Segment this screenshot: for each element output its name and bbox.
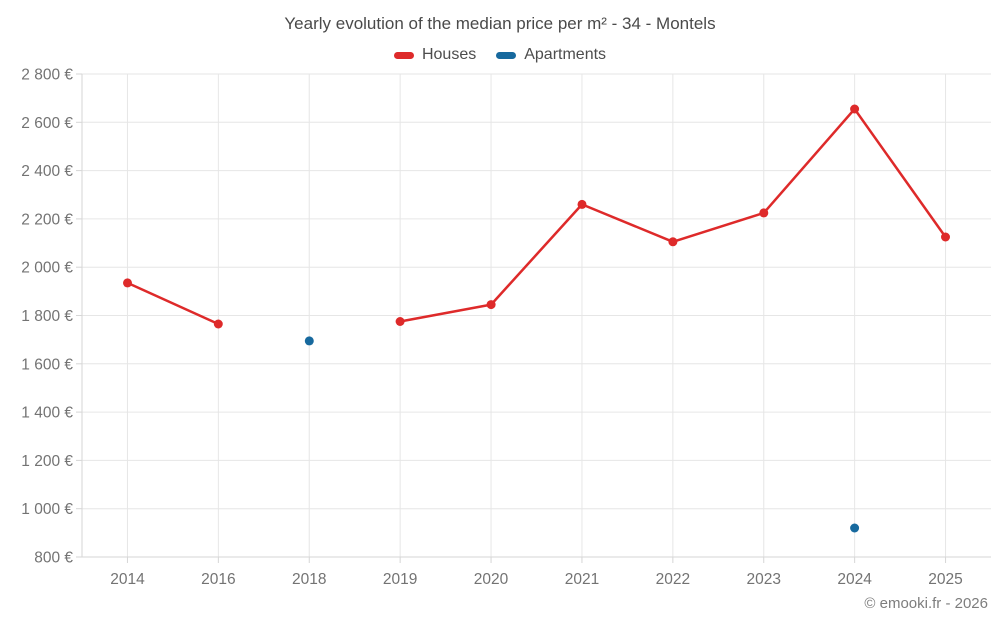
point-houses-2022[interactable] — [668, 237, 678, 247]
copyright: © emooki.fr - 2026 — [864, 595, 988, 612]
point-houses-2020[interactable] — [486, 300, 496, 310]
point-houses-2016[interactable] — [213, 319, 223, 329]
y-axis-label: 2 000 € — [21, 260, 73, 277]
point-apartments-2018[interactable] — [304, 336, 314, 346]
legend-label-apartments: Apartments — [524, 46, 607, 63]
point-houses-2023[interactable] — [759, 208, 769, 218]
y-axis-label: 1 400 € — [21, 405, 73, 422]
series-line-houses — [126, 107, 947, 326]
y-axis-label: 1 200 € — [21, 453, 73, 470]
x-axis-label: 2020 — [474, 571, 509, 588]
y-axis-label: 2 400 € — [21, 163, 73, 180]
legend-item-apartments[interactable]: Apartments — [496, 46, 606, 64]
chart-title: Yearly evolution of the median price per… — [284, 14, 716, 33]
legend: Houses Apartments — [0, 46, 1000, 64]
point-houses-2014[interactable] — [123, 278, 132, 288]
x-axis-label: 2025 — [928, 571, 962, 588]
legend-item-houses[interactable]: Houses — [393, 46, 477, 64]
y-axis-label: 2 800 € — [21, 67, 73, 84]
y-axis-label: 800 € — [34, 550, 73, 567]
apartments-series-swatch-icon — [496, 51, 517, 59]
legend-label-houses: Houses — [421, 46, 477, 63]
y-axis-label: 2 200 € — [21, 211, 73, 228]
y-axis-label: 1 800 € — [21, 308, 73, 325]
point-houses-2025[interactable] — [941, 232, 950, 242]
x-axis-label: 2023 — [747, 571, 781, 588]
x-axis-label: 2018 — [292, 571, 326, 588]
y-axis-label: 1 600 € — [21, 356, 73, 373]
x-axis-label: 2021 — [565, 571, 599, 588]
x-axis-label: 2019 — [383, 571, 417, 588]
point-houses-2021[interactable] — [577, 199, 587, 209]
point-houses-2024[interactable] — [850, 104, 860, 114]
y-axis-label: 2 600 € — [21, 115, 73, 132]
x-axis-label: 2022 — [656, 571, 690, 588]
houses-series-swatch-icon — [393, 51, 414, 59]
x-axis-label: 2014 — [110, 571, 145, 588]
x-axis-label: 2016 — [201, 571, 235, 588]
x-axis-label: 2024 — [837, 571, 872, 588]
y-axis-label: 1 000 € — [21, 501, 73, 518]
point-houses-2019[interactable] — [395, 317, 405, 326]
point-apartments-2024[interactable] — [850, 523, 860, 533]
